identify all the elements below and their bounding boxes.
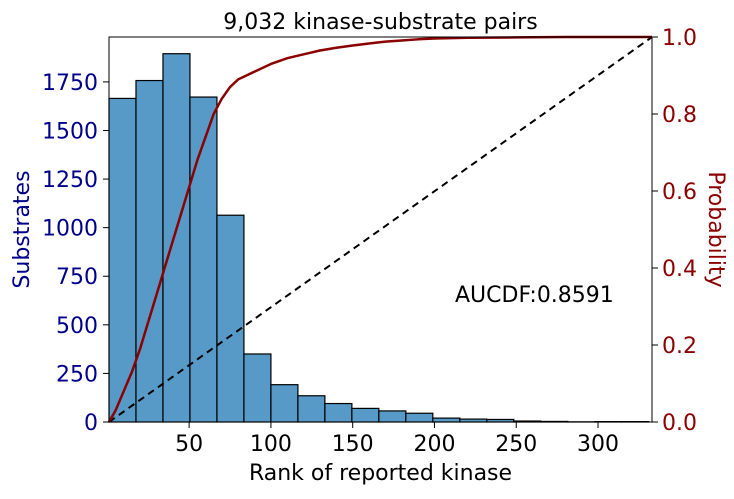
y2-tick-label: 1.0	[662, 26, 697, 51]
x-tick-label: 100	[250, 432, 292, 457]
histogram-bar-6	[244, 354, 271, 422]
y2-tick-label: 0.2	[662, 334, 697, 359]
histogram-bar-2	[136, 81, 163, 422]
x-tick-label: 150	[332, 432, 374, 457]
x-axis: 50 100 150 200 250 300	[175, 422, 619, 457]
histogram-bar-5	[217, 215, 244, 422]
histogram-bar-3	[163, 54, 190, 422]
x-tick-label: 50	[175, 432, 203, 457]
histogram-bar-7	[271, 385, 298, 422]
y-tick-label: 1000	[42, 217, 98, 242]
y-tick-label: 0	[84, 411, 98, 436]
aucdf-annotation: AUCDF:0.8591	[455, 283, 614, 308]
y-axis-left: 0 250 500 750 1000 1250 1500 1750	[42, 71, 109, 436]
x-axis-label: Rank of reported kinase	[249, 461, 512, 486]
x-tick-label: 200	[413, 432, 455, 457]
histogram-bar-11	[379, 411, 406, 422]
y-axis-label: Substrates	[10, 170, 35, 288]
y2-tick-label: 0.4	[662, 257, 697, 282]
y-tick-label: 1750	[42, 71, 98, 96]
histogram-bar-9	[325, 404, 352, 422]
histogram-bar-8	[298, 396, 325, 422]
chart-title: 9,032 kinase-substrate pairs	[223, 10, 537, 35]
y-axis-right: 0.0 0.2 0.4 0.6 0.8 1.0	[652, 26, 697, 436]
histogram-bar-10	[352, 408, 379, 422]
y2-axis-label: Probability	[703, 171, 728, 287]
y-tick-label: 750	[56, 265, 98, 290]
y-tick-label: 1250	[42, 168, 98, 193]
y2-tick-label: 0.0	[662, 411, 697, 436]
histogram-bar-13	[433, 418, 460, 422]
y2-tick-label: 0.6	[662, 180, 697, 205]
y-tick-label: 250	[56, 362, 98, 387]
y2-tick-label: 0.8	[662, 103, 697, 128]
y-tick-label: 1500	[42, 119, 98, 144]
y-tick-label: 500	[56, 314, 98, 339]
x-tick-label: 300	[577, 432, 619, 457]
histogram-bar-12	[406, 413, 433, 422]
x-tick-label: 250	[495, 432, 537, 457]
histogram-bars	[109, 54, 649, 422]
